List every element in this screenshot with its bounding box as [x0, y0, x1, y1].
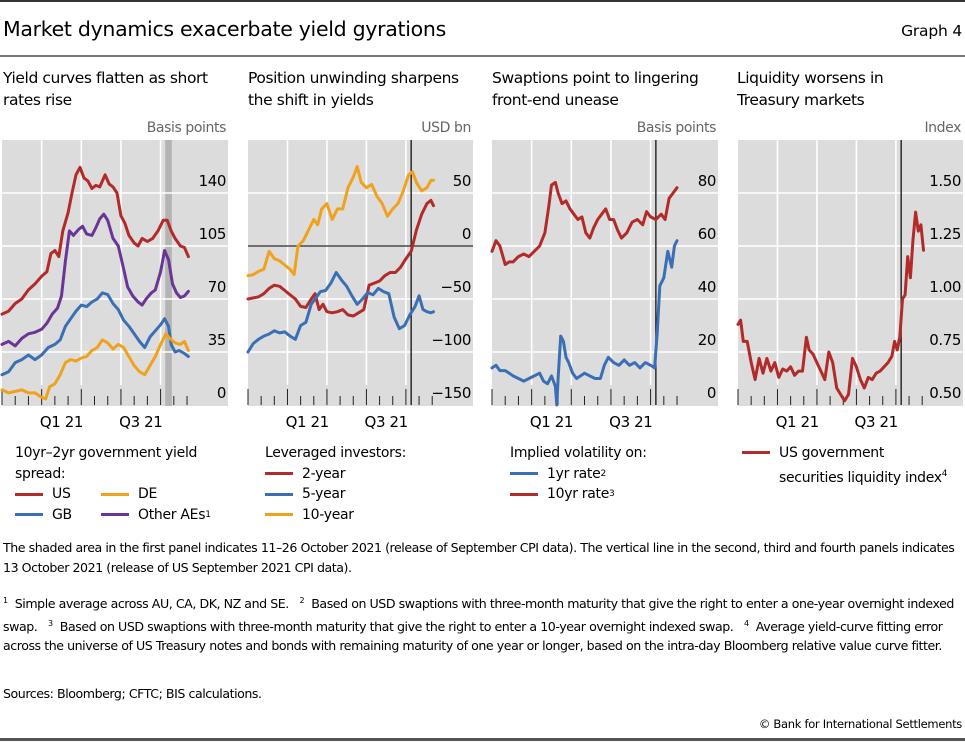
panel-2-legend: Leveraged investors: 2-year 5-year 10-ye…	[265, 443, 485, 525]
x-tick-label: Q1 21	[530, 413, 573, 431]
unit-label: USD bn	[421, 120, 471, 136]
legend-item-gb: GB	[15, 505, 101, 526]
shaded-region	[165, 140, 172, 406]
panel-3-title: Swaptions point to lingering front-end u…	[492, 69, 699, 109]
footnote-3: Based on USD swaptions with three-month …	[59, 618, 734, 634]
legend-item-us: US	[15, 484, 101, 505]
legend-item-10yr-rate: 10yr rate 3	[510, 484, 725, 505]
legend-item-5-year: 5-year	[265, 484, 485, 505]
series-line-10yr-rate	[490, 180, 679, 266]
copyright: © Bank for International Settlements	[758, 717, 962, 731]
y-tick-label: 105	[199, 225, 226, 243]
legend-item-de: DE	[101, 484, 231, 505]
y-tick-label: 40	[698, 278, 716, 296]
legend-swatch	[101, 513, 129, 517]
graph-number: Graph 4	[901, 22, 962, 40]
series-line-us-government-securities-liquidity-index	[736, 210, 925, 403]
y-tick-label: 0	[707, 384, 716, 402]
panel-3-legend: Implied volatility on: 1yr rate 2 10yr ra…	[510, 443, 725, 505]
unit-label: Basis points	[637, 120, 716, 136]
y-tick-label: 0.75	[929, 331, 961, 349]
y-tick-label: 140	[199, 172, 226, 190]
x-tick-label: Q3 21	[855, 413, 898, 431]
series-line-us	[0, 165, 190, 316]
y-tick-label: 60	[698, 225, 716, 243]
footnote-mark: 4	[941, 468, 948, 479]
legend-swatch	[742, 451, 770, 454]
series-line-other-aes	[0, 212, 190, 348]
y-tick-label: 20	[698, 331, 716, 349]
legend-swatch	[510, 472, 538, 476]
y-tick-label: 0	[462, 225, 471, 243]
legend-swatch	[15, 513, 43, 517]
footnote-2: Based on USD swaptions with three-month …	[3, 596, 954, 634]
y-tick-label: −100	[431, 331, 471, 349]
x-tick-label: Q3 21	[365, 413, 408, 431]
y-tick-label: 35	[208, 331, 226, 349]
panel-1-legend: 10yr–2yr government yield spread: US DE …	[15, 443, 240, 525]
y-tick-label: 0.50	[929, 384, 961, 402]
legend-swatch	[15, 492, 43, 496]
plot-background	[2, 140, 228, 406]
legend-swatch	[265, 492, 293, 496]
footnote-4: Average yield-curve fitting error across…	[3, 618, 943, 654]
series-line-de	[0, 332, 190, 401]
panel-4-title: Liquidity worsens in Treasury markets	[737, 69, 884, 109]
legend-title: 10yr–2yr government yield spread:	[15, 445, 198, 482]
y-tick-label: 1.00	[929, 278, 961, 296]
y-tick-label: 0	[217, 384, 226, 402]
series-line-gb	[0, 291, 190, 377]
legend-swatch	[265, 513, 293, 517]
plot-background	[248, 140, 473, 406]
legend-item-1yr-rate: 1yr rate 2	[510, 464, 725, 485]
footnote-mark: 2	[600, 468, 606, 479]
series-line-5-year	[246, 271, 435, 354]
y-tick-label: 50	[453, 172, 471, 190]
title-separator	[0, 55, 965, 57]
legend-swatch	[265, 472, 293, 476]
footnote-mark: 3	[609, 489, 615, 499]
legend-item-2-year: 2-year	[265, 464, 485, 485]
x-tick-label: Q3 21	[119, 413, 162, 431]
bottom-border	[0, 738, 965, 741]
series-line-2-year	[246, 198, 435, 318]
y-tick-label: 1.25	[929, 225, 961, 243]
y-tick-label: 80	[698, 172, 716, 190]
unit-label: Basis points	[147, 120, 226, 136]
y-tick-label: 1.50	[929, 172, 961, 190]
footnote-1: Simple average across AU, CA, DK, NZ and…	[14, 596, 290, 611]
legend-label: US government securities liquidity index	[779, 445, 942, 486]
sources: Sources: Bloomberg; CFTC; BIS calculatio…	[3, 686, 262, 701]
figure-title: Market dynamics exacerbate yield gyratio…	[3, 17, 446, 41]
legend-swatch	[101, 492, 129, 496]
series-line-10-year	[246, 165, 435, 278]
footnotes: 1 Simple average across AU, CA, DK, NZ a…	[3, 596, 954, 654]
charts-canvas: 0 35 70 105 140 Basis points Q1 21 Q3 21 −150 −10…	[0, 120, 963, 431]
legend-title: Implied volatility on:	[510, 445, 647, 461]
legend-title: Leveraged investors:	[265, 445, 407, 461]
x-tick-label: Q1 21	[40, 413, 83, 431]
panel-1-title: Yield curves flatten as short rates rise	[3, 69, 208, 109]
x-tick-label: Q3 21	[609, 413, 652, 431]
x-tick-label: Q1 21	[776, 413, 819, 431]
legend-item-other-aes: Other AEs 1	[101, 505, 231, 526]
top-border	[0, 0, 965, 2]
y-tick-label: 70	[208, 278, 226, 296]
x-tick-label: Q1 21	[286, 413, 329, 431]
unit-label: Index	[924, 120, 961, 136]
legend-item-10-year: 10-year	[265, 505, 485, 526]
panel-2-title: Position unwinding sharpens the shift in…	[248, 69, 459, 109]
y-tick-label: −150	[431, 384, 471, 402]
panel-4-legend: US government securities liquidity index…	[742, 443, 957, 488]
legend-swatch	[510, 492, 538, 496]
general-note: The shaded area in the first panel indic…	[3, 540, 955, 575]
legend-item-liquidity-index: US government securities liquidity index…	[742, 443, 957, 488]
series-line-1yr-rate	[490, 239, 679, 407]
y-tick-label: −50	[441, 278, 471, 296]
footnote-mark: 1	[205, 509, 211, 520]
